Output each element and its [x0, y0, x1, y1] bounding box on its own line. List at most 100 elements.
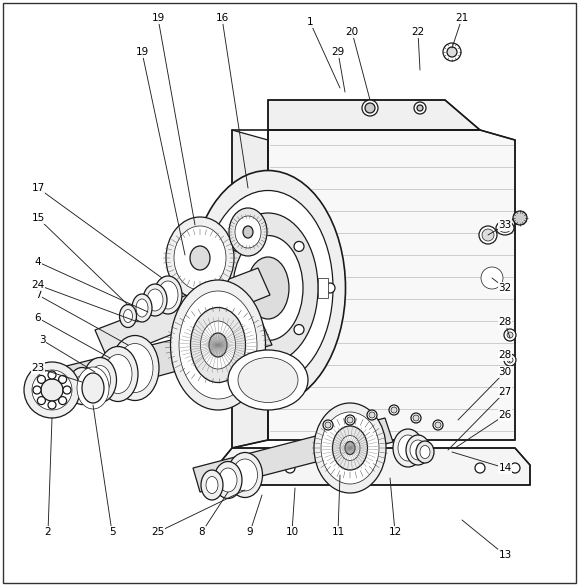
Ellipse shape — [219, 468, 237, 492]
Ellipse shape — [321, 412, 379, 484]
Circle shape — [507, 332, 513, 338]
Ellipse shape — [200, 321, 236, 369]
Circle shape — [33, 386, 41, 394]
Text: 7: 7 — [35, 290, 41, 300]
Circle shape — [413, 415, 419, 421]
Ellipse shape — [98, 346, 138, 401]
Ellipse shape — [90, 366, 111, 394]
Ellipse shape — [147, 289, 163, 311]
Ellipse shape — [420, 445, 430, 458]
Text: 2: 2 — [45, 527, 52, 537]
Text: 25: 25 — [151, 527, 164, 537]
Circle shape — [32, 370, 72, 410]
Text: 19: 19 — [151, 13, 164, 23]
Text: 10: 10 — [285, 527, 299, 537]
Circle shape — [325, 422, 331, 428]
Circle shape — [507, 357, 513, 363]
Text: 12: 12 — [389, 527, 402, 537]
Ellipse shape — [406, 435, 430, 465]
Circle shape — [58, 376, 67, 383]
Circle shape — [294, 325, 304, 335]
Ellipse shape — [132, 294, 152, 322]
Ellipse shape — [496, 221, 514, 235]
Ellipse shape — [233, 236, 303, 340]
Circle shape — [285, 463, 295, 473]
Circle shape — [250, 463, 260, 473]
Ellipse shape — [82, 373, 104, 403]
Circle shape — [58, 397, 67, 404]
Ellipse shape — [410, 440, 426, 460]
Ellipse shape — [117, 343, 153, 393]
Text: 15: 15 — [31, 213, 45, 223]
Polygon shape — [268, 100, 480, 130]
Text: 3: 3 — [39, 335, 45, 345]
Circle shape — [232, 241, 242, 251]
Circle shape — [294, 241, 304, 251]
Text: 19: 19 — [135, 47, 149, 57]
Circle shape — [510, 463, 520, 473]
Polygon shape — [218, 448, 530, 485]
Ellipse shape — [235, 216, 261, 248]
Circle shape — [433, 420, 443, 430]
Text: 21: 21 — [455, 13, 468, 23]
Polygon shape — [30, 318, 272, 408]
Circle shape — [347, 417, 353, 423]
Ellipse shape — [119, 305, 137, 328]
Circle shape — [24, 362, 80, 418]
Circle shape — [48, 401, 56, 409]
Ellipse shape — [247, 257, 289, 319]
Ellipse shape — [174, 226, 226, 290]
Text: 26: 26 — [499, 410, 512, 420]
Ellipse shape — [75, 376, 90, 397]
Text: 32: 32 — [499, 283, 512, 293]
Circle shape — [48, 371, 56, 379]
Ellipse shape — [206, 476, 218, 493]
Circle shape — [63, 386, 71, 394]
Text: 29: 29 — [331, 47, 345, 57]
Ellipse shape — [201, 470, 223, 500]
Circle shape — [38, 397, 45, 404]
Circle shape — [389, 405, 399, 415]
Text: 6: 6 — [35, 313, 41, 323]
Text: 30: 30 — [499, 367, 512, 377]
Circle shape — [504, 329, 516, 341]
Ellipse shape — [229, 208, 267, 256]
Ellipse shape — [166, 217, 234, 299]
Text: 16: 16 — [215, 13, 229, 23]
Ellipse shape — [190, 246, 210, 270]
Circle shape — [479, 226, 497, 244]
Text: 11: 11 — [331, 527, 345, 537]
Ellipse shape — [332, 426, 368, 470]
Text: 28: 28 — [499, 317, 512, 327]
Text: 23: 23 — [31, 363, 45, 373]
Ellipse shape — [203, 190, 333, 386]
Circle shape — [417, 105, 423, 111]
Circle shape — [435, 422, 441, 428]
Text: 9: 9 — [247, 527, 254, 537]
Circle shape — [362, 100, 378, 116]
Circle shape — [481, 267, 503, 289]
Ellipse shape — [179, 291, 257, 399]
Ellipse shape — [170, 280, 266, 410]
Text: 4: 4 — [35, 257, 41, 267]
Ellipse shape — [345, 441, 355, 455]
Text: 33: 33 — [499, 220, 512, 230]
Circle shape — [365, 103, 375, 113]
Ellipse shape — [143, 284, 167, 316]
Circle shape — [345, 415, 355, 425]
Ellipse shape — [209, 333, 227, 357]
Circle shape — [447, 47, 457, 57]
Ellipse shape — [190, 308, 245, 383]
Circle shape — [482, 229, 494, 241]
Text: 8: 8 — [199, 527, 206, 537]
Text: 24: 24 — [31, 280, 45, 290]
Text: 13: 13 — [499, 550, 512, 560]
Polygon shape — [268, 130, 515, 440]
Ellipse shape — [104, 355, 132, 394]
Circle shape — [369, 412, 375, 418]
Text: 28: 28 — [499, 350, 512, 360]
Ellipse shape — [233, 459, 258, 491]
Circle shape — [484, 270, 500, 286]
Circle shape — [414, 102, 426, 114]
Polygon shape — [232, 130, 268, 448]
